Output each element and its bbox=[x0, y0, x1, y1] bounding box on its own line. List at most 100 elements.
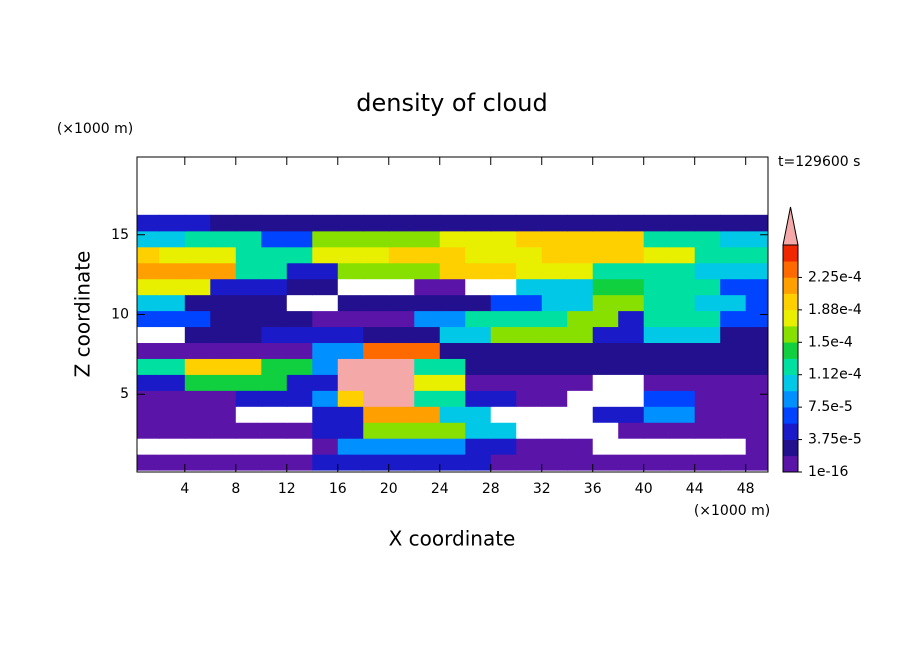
cell bbox=[159, 438, 186, 455]
cell bbox=[618, 358, 645, 375]
cell bbox=[312, 278, 339, 296]
cell bbox=[210, 326, 237, 344]
cell bbox=[414, 374, 441, 391]
x-tick-label: 28 bbox=[482, 481, 500, 497]
cell bbox=[286, 374, 313, 391]
cell bbox=[210, 262, 237, 280]
cell bbox=[337, 214, 364, 232]
cell bbox=[490, 278, 517, 296]
cell bbox=[490, 390, 517, 407]
cell bbox=[159, 230, 186, 248]
cell bbox=[745, 358, 768, 375]
cell bbox=[490, 262, 517, 280]
cell bbox=[541, 262, 568, 280]
cell bbox=[516, 374, 543, 391]
cell bbox=[643, 326, 670, 344]
cell bbox=[159, 342, 186, 359]
cell bbox=[694, 278, 721, 296]
cell bbox=[235, 294, 262, 312]
cell bbox=[137, 310, 160, 328]
cell bbox=[286, 406, 313, 423]
cell bbox=[541, 422, 568, 439]
cell bbox=[439, 454, 466, 471]
cell bbox=[516, 230, 543, 248]
cell bbox=[516, 294, 543, 312]
cell bbox=[159, 406, 186, 423]
cell bbox=[592, 214, 619, 232]
cell bbox=[439, 342, 466, 359]
cell bbox=[414, 214, 441, 232]
cell bbox=[414, 278, 441, 296]
cell bbox=[159, 454, 186, 471]
cell bbox=[567, 278, 594, 296]
cell bbox=[720, 262, 747, 280]
colorbar-band bbox=[783, 439, 798, 457]
cell bbox=[669, 422, 696, 439]
x-tick-label: 16 bbox=[329, 481, 347, 497]
cell bbox=[669, 374, 696, 391]
cell bbox=[592, 406, 619, 423]
cell bbox=[137, 326, 160, 344]
cell bbox=[235, 374, 262, 391]
cell bbox=[618, 230, 645, 248]
cell bbox=[312, 214, 339, 232]
cell bbox=[541, 342, 568, 359]
cell bbox=[210, 374, 237, 391]
cell bbox=[541, 246, 568, 264]
cell bbox=[286, 230, 313, 248]
cell bbox=[669, 358, 696, 375]
cell bbox=[137, 230, 160, 248]
cell bbox=[618, 214, 645, 232]
cell bbox=[516, 406, 543, 423]
x-tick-label: 44 bbox=[686, 481, 704, 497]
cell bbox=[184, 326, 211, 344]
cell bbox=[286, 342, 313, 359]
y-tick-label: 15 bbox=[111, 227, 129, 243]
cell bbox=[465, 342, 492, 359]
colorbar-band bbox=[783, 455, 798, 473]
cell bbox=[312, 406, 339, 423]
cell bbox=[137, 246, 160, 264]
cell bbox=[312, 390, 339, 407]
cell bbox=[720, 374, 747, 391]
cell bbox=[567, 438, 594, 455]
cell bbox=[286, 390, 313, 407]
cell bbox=[363, 262, 390, 280]
cell bbox=[669, 438, 696, 455]
cell bbox=[261, 326, 288, 344]
cell bbox=[210, 342, 237, 359]
cell bbox=[261, 438, 288, 455]
cell bbox=[388, 406, 415, 423]
colorbar-band bbox=[783, 293, 798, 311]
cell bbox=[567, 262, 594, 280]
cell bbox=[592, 342, 619, 359]
cell bbox=[745, 422, 768, 439]
colorbar-tick-label: 3.75e-5 bbox=[808, 432, 862, 448]
cell bbox=[541, 358, 568, 375]
x-tick-label: 40 bbox=[635, 481, 653, 497]
cell bbox=[490, 230, 517, 248]
cell bbox=[592, 262, 619, 280]
cell bbox=[337, 454, 364, 471]
cell bbox=[592, 326, 619, 344]
cell bbox=[137, 262, 160, 280]
cell bbox=[465, 214, 492, 232]
colorbar-band bbox=[783, 407, 798, 424]
cell bbox=[184, 214, 211, 232]
cell bbox=[694, 214, 721, 232]
cell bbox=[745, 278, 768, 296]
cell bbox=[567, 422, 594, 439]
colorbar-tick-label: 1.88e-4 bbox=[808, 302, 862, 318]
cell bbox=[210, 438, 237, 455]
cell bbox=[567, 406, 594, 423]
cell bbox=[541, 278, 568, 296]
cell bbox=[720, 246, 747, 264]
cell bbox=[592, 358, 619, 375]
cell bbox=[210, 214, 237, 232]
cell bbox=[261, 262, 288, 280]
cell bbox=[465, 438, 492, 455]
cell bbox=[618, 374, 645, 391]
cell bbox=[465, 230, 492, 248]
cell bbox=[643, 246, 670, 264]
cell bbox=[694, 230, 721, 248]
